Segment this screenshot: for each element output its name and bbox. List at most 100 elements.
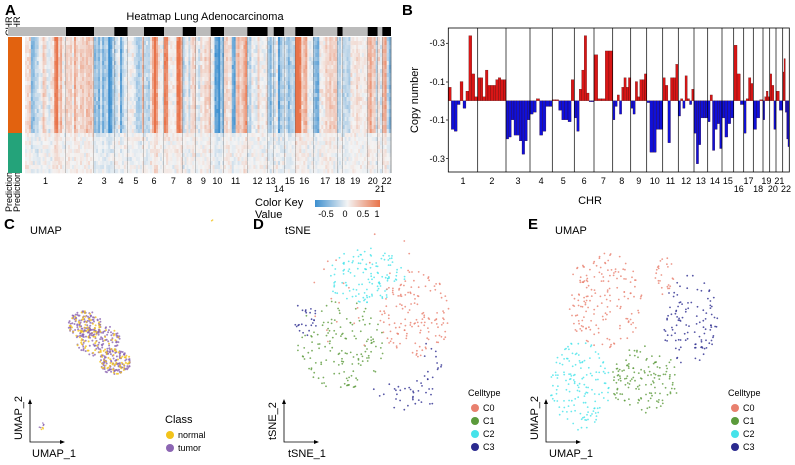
- heatmap-cell: [78, 109, 81, 114]
- heatmap-cell: [245, 161, 248, 166]
- heatmap-cell: [102, 57, 105, 62]
- heatmap-cell: [284, 125, 287, 130]
- heatmap-cell: [291, 41, 294, 46]
- heatmap-cell: [106, 49, 109, 54]
- heatmap-cell: [86, 89, 89, 94]
- heatmap-cell: [295, 109, 298, 114]
- heatmap-cell: [200, 149, 203, 154]
- heatmap-cell: [190, 73, 193, 78]
- heatmap-cell: [259, 133, 262, 138]
- heatmap-cell: [224, 145, 227, 150]
- heatmap-cell: [251, 85, 254, 90]
- heatmap-cell: [112, 69, 115, 74]
- heatmap-cell: [204, 137, 207, 142]
- heatmap-cell: [287, 89, 291, 94]
- heatmap-cell: [86, 129, 89, 134]
- heatmap-cell: [160, 61, 163, 66]
- heatmap-cell: [166, 57, 169, 62]
- heatmap-cell: [70, 37, 73, 42]
- heatmap-cell: [121, 97, 125, 102]
- heatmap-cell: [315, 61, 318, 66]
- heatmap-cell: [118, 153, 121, 158]
- heatmap-cell: [100, 145, 103, 150]
- heatmap-cell: [120, 161, 123, 166]
- heatmap-cell: [96, 37, 99, 42]
- heatmap-cell: [241, 85, 244, 90]
- heatmap-cell: [243, 49, 246, 54]
- heatmap-cell: [289, 149, 292, 154]
- heatmap-cell: [127, 105, 131, 110]
- heatmap-cell: [269, 53, 272, 58]
- heatmap-cell: [267, 121, 270, 126]
- heatmap-cell: [42, 97, 45, 102]
- heatmap-cell: [249, 117, 252, 122]
- heatmap-cell: [229, 113, 233, 118]
- heatmap-cell: [160, 45, 163, 50]
- heatmap-cell: [160, 97, 163, 102]
- heatmap-cell: [146, 113, 149, 118]
- heatmap-cell: [70, 45, 73, 50]
- heatmap-cell: [118, 41, 121, 46]
- heatmap-cell: [54, 93, 57, 98]
- heatmap-cell: [118, 141, 121, 146]
- heatmap-cell: [34, 137, 38, 142]
- heatmap-cell: [125, 73, 128, 78]
- heatmap-cell: [227, 101, 231, 106]
- heatmap-cell: [139, 141, 143, 146]
- heatmap-cell: [257, 133, 260, 138]
- heatmap-cell: [58, 77, 61, 82]
- heatmap-cell: [127, 93, 131, 98]
- heatmap-cell: [82, 97, 85, 102]
- heatmap-cell: [253, 45, 256, 50]
- heatmap-cell: [88, 57, 91, 62]
- heatmap-cell: [108, 149, 111, 154]
- heatmap-cell: [162, 81, 165, 86]
- heatmap-cell: [198, 93, 201, 98]
- heatmap-cell: [237, 49, 240, 54]
- heatmap-cell: [202, 101, 205, 106]
- heatmap-cell: [231, 53, 235, 58]
- heatmap-cell: [299, 53, 302, 58]
- heatmap-cell: [34, 101, 38, 106]
- heatmap-cell: [255, 93, 258, 98]
- heatmap-cell: [102, 165, 105, 170]
- heatmap-cell: [280, 137, 283, 142]
- heatmap-cell: [218, 105, 221, 110]
- heatmap-cell: [62, 73, 65, 78]
- heatmap-cell: [206, 153, 209, 158]
- heatmap-cell: [241, 121, 244, 126]
- heatmap-cell: [220, 141, 223, 146]
- heatmap-cell: [82, 69, 85, 74]
- heatmap-cell: [44, 81, 47, 86]
- heatmap-cell: [146, 65, 149, 70]
- heatmap-cell: [204, 125, 207, 130]
- heatmap-cell: [74, 109, 77, 114]
- heatmap-cell: [121, 65, 125, 70]
- heatmap-cell: [225, 97, 229, 102]
- heatmap-cell: [178, 133, 181, 138]
- heatmap-cell: [255, 129, 258, 134]
- heatmap-cell: [74, 137, 77, 142]
- heatmap-cell: [52, 41, 55, 46]
- heatmap-cell: [88, 117, 91, 122]
- heatmap-cell: [114, 49, 117, 54]
- heatmap-cell: [261, 101, 264, 106]
- heatmap-cell: [259, 145, 262, 150]
- heatmap-cell: [26, 133, 30, 138]
- heatmap-cell: [241, 165, 244, 170]
- heatmap-cell: [182, 69, 185, 74]
- heatmap-cell: [100, 41, 103, 46]
- heatmap-cell: [64, 101, 67, 106]
- heatmap-cell: [231, 109, 235, 114]
- heatmap-cell: [309, 41, 312, 46]
- heatmap-cell: [188, 61, 191, 66]
- heatmap-cell: [220, 105, 223, 110]
- heatmap-cell: [46, 117, 49, 122]
- heatmap-cell: [309, 93, 312, 98]
- heatmap-cell: [76, 157, 79, 162]
- heatmap-cell: [233, 41, 236, 46]
- heatmap-cell: [253, 149, 256, 154]
- heatmap-cell: [204, 65, 207, 70]
- heatmap-cell: [66, 105, 69, 110]
- heatmap-cell: [280, 149, 283, 154]
